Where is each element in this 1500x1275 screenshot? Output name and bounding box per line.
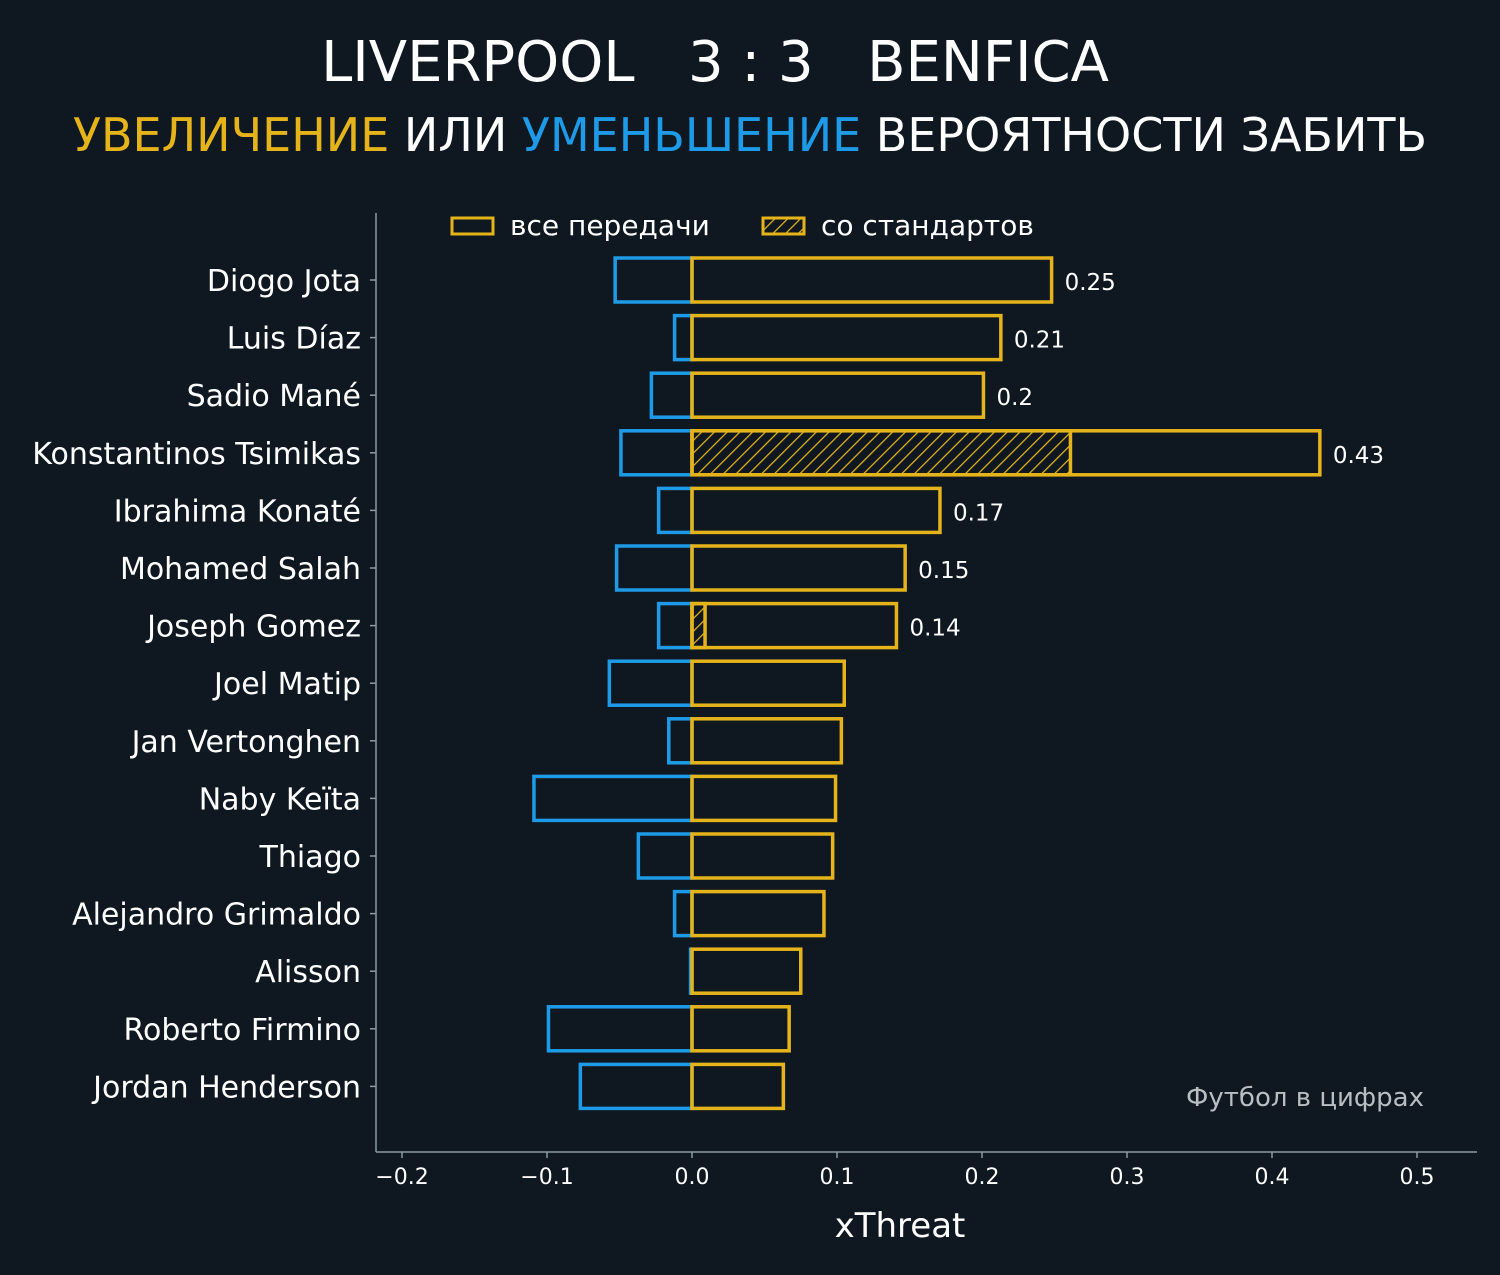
- bar-increase: [690, 429, 1322, 477]
- legend-swatch-setpiece: [761, 216, 806, 236]
- player-label: Naby Keïta: [199, 782, 361, 817]
- legend-label-all: все передачи: [510, 209, 710, 242]
- x-tick-label: 0.3: [1110, 1165, 1145, 1190]
- legend-swatch-all: [450, 216, 495, 236]
- bar-increase: [690, 832, 835, 880]
- bar-decrease: [636, 832, 694, 880]
- data-label: 0.25: [1065, 270, 1116, 296]
- player-label: Jan Vertonghen: [130, 725, 361, 760]
- bar-increase: [690, 774, 838, 823]
- bar-decrease: [614, 544, 694, 592]
- player-label: Konstantinos Tsimikas: [32, 437, 361, 472]
- x-tick-label: 0.5: [1400, 1165, 1435, 1190]
- subtitle-rest: ВЕРОЯТНОСТИ ЗАБИТЬ: [861, 108, 1428, 162]
- bar-decrease: [578, 1062, 694, 1111]
- watermark: Футбол в цифрах: [1186, 1083, 1424, 1113]
- bar-decrease: [656, 486, 694, 535]
- x-tick-label: 0.4: [1255, 1165, 1290, 1190]
- bar-decrease: [656, 601, 694, 650]
- player-label: Joseph Gomez: [145, 610, 361, 645]
- bar-increase: [690, 717, 844, 765]
- bar-increase: [690, 544, 907, 592]
- bar-decrease: [613, 256, 694, 304]
- score: 3 : 3: [687, 30, 814, 95]
- data-label: 0.21: [1014, 328, 1065, 354]
- data-label: 0.14: [909, 616, 960, 642]
- x-axis-label: xThreat: [835, 1206, 966, 1246]
- player-label: Diogo Jota: [207, 264, 361, 299]
- bar-decrease: [672, 889, 694, 938]
- away-team: BENFICA: [867, 30, 1109, 95]
- player-label: Ibrahima Konaté: [114, 494, 361, 529]
- data-label: 0.43: [1333, 443, 1384, 469]
- player-label: Roberto Firmino: [124, 1013, 361, 1048]
- subtitle-or: ИЛИ: [389, 108, 522, 162]
- bar-decrease: [532, 774, 694, 823]
- bar-increase: [690, 256, 1054, 304]
- bar-decrease: [649, 371, 694, 419]
- bar-increase: [690, 659, 846, 707]
- player-label: Alejandro Grimaldo: [72, 898, 361, 933]
- x-tick-label: 0.0: [675, 1165, 710, 1190]
- player-label: Jordan Henderson: [91, 1070, 361, 1105]
- bar-decrease: [546, 1005, 694, 1053]
- player-label: Thiago: [259, 840, 361, 875]
- player-label: Sadio Mané: [187, 379, 361, 414]
- bar-decrease: [672, 313, 694, 362]
- player-label: Mohamed Salah: [120, 552, 361, 587]
- data-label: 0.2: [996, 385, 1033, 411]
- x-tick-label: −0.1: [520, 1165, 573, 1190]
- data-label: 0.15: [918, 558, 969, 584]
- bar-increase: [690, 889, 826, 938]
- bar-decrease: [607, 659, 694, 707]
- bar-increase: [690, 1062, 786, 1111]
- bar-increase: [690, 947, 803, 995]
- subtitle-decrease: УМЕНЬШЕНИЕ: [521, 108, 862, 162]
- bar-increase: [690, 1005, 791, 1053]
- subtitle-increase: УВЕЛИЧЕНИЕ: [72, 108, 390, 162]
- bar-increase: [690, 313, 1003, 362]
- bar-increase: [690, 371, 986, 419]
- player-label: Luis Díaz: [227, 322, 361, 357]
- x-tick-label: 0.1: [820, 1165, 855, 1190]
- bar-decrease: [667, 717, 694, 765]
- player-label: Joel Matip: [212, 667, 361, 702]
- bar-setpiece: [690, 429, 1073, 477]
- x-tick-label: −0.2: [375, 1165, 428, 1190]
- bar-decrease: [619, 429, 694, 477]
- data-label: 0.17: [953, 500, 1004, 526]
- match-title: LIVERPOOL 3 : 3 BENFICA: [0, 30, 1430, 95]
- bar-increase: [690, 601, 899, 650]
- player-label: Alisson: [255, 955, 361, 990]
- x-tick-label: 0.2: [965, 1165, 1000, 1190]
- bar-increase: [690, 486, 942, 535]
- home-team: LIVERPOOL: [321, 30, 635, 95]
- subtitle: УВЕЛИЧЕНИЕ ИЛИ УМЕНЬШЕНИЕ ВЕРОЯТНОСТИ ЗА…: [0, 108, 1500, 162]
- legend-label-setpiece: со стандартов: [821, 209, 1034, 242]
- bar-setpiece: [690, 601, 707, 650]
